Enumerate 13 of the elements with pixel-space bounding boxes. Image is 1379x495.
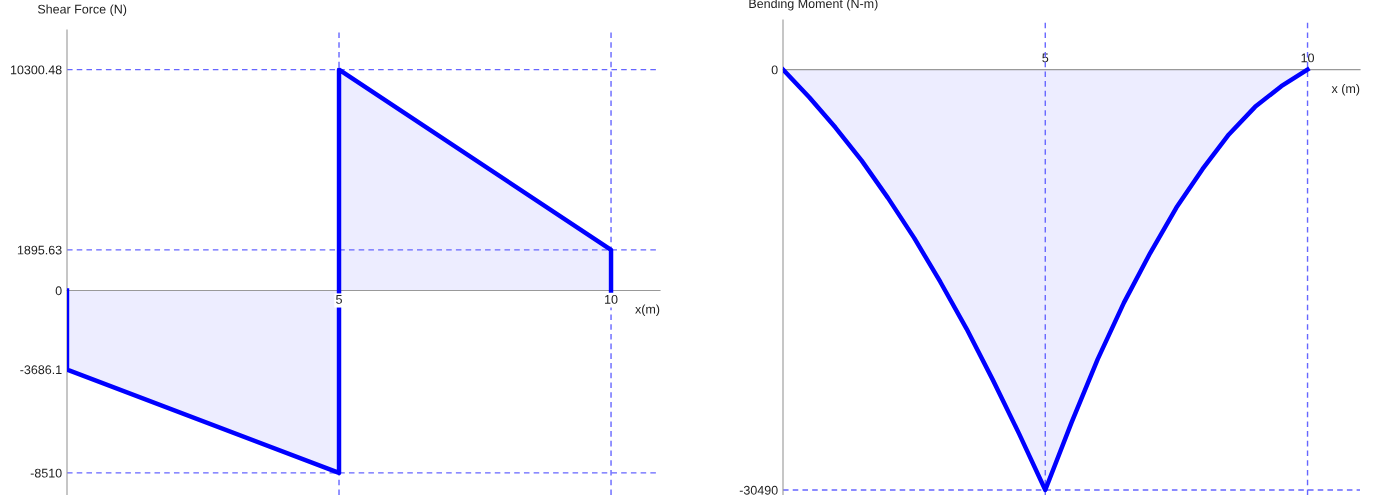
y-tick-label: 1895.63 <box>17 245 62 255</box>
y-tick-label: 0 <box>771 65 778 75</box>
x-axis-title: x (m) <box>1331 83 1360 96</box>
x-tick-label: 5 <box>336 295 342 304</box>
x-tick-label: 10 <box>1301 53 1315 63</box>
x-tick-label: 10 <box>605 294 618 304</box>
y-tick-label: -30490 <box>739 485 778 495</box>
y-tick-label: -3686.1 <box>20 365 62 375</box>
y-tick-label: 10300.48 <box>10 65 62 75</box>
x-axis-title: x(m) <box>635 304 660 317</box>
y-tick-label: -8510 <box>30 468 62 478</box>
y-tick-label: 0 <box>55 286 62 296</box>
y-axis-title: Shear Force (N) <box>37 4 127 17</box>
